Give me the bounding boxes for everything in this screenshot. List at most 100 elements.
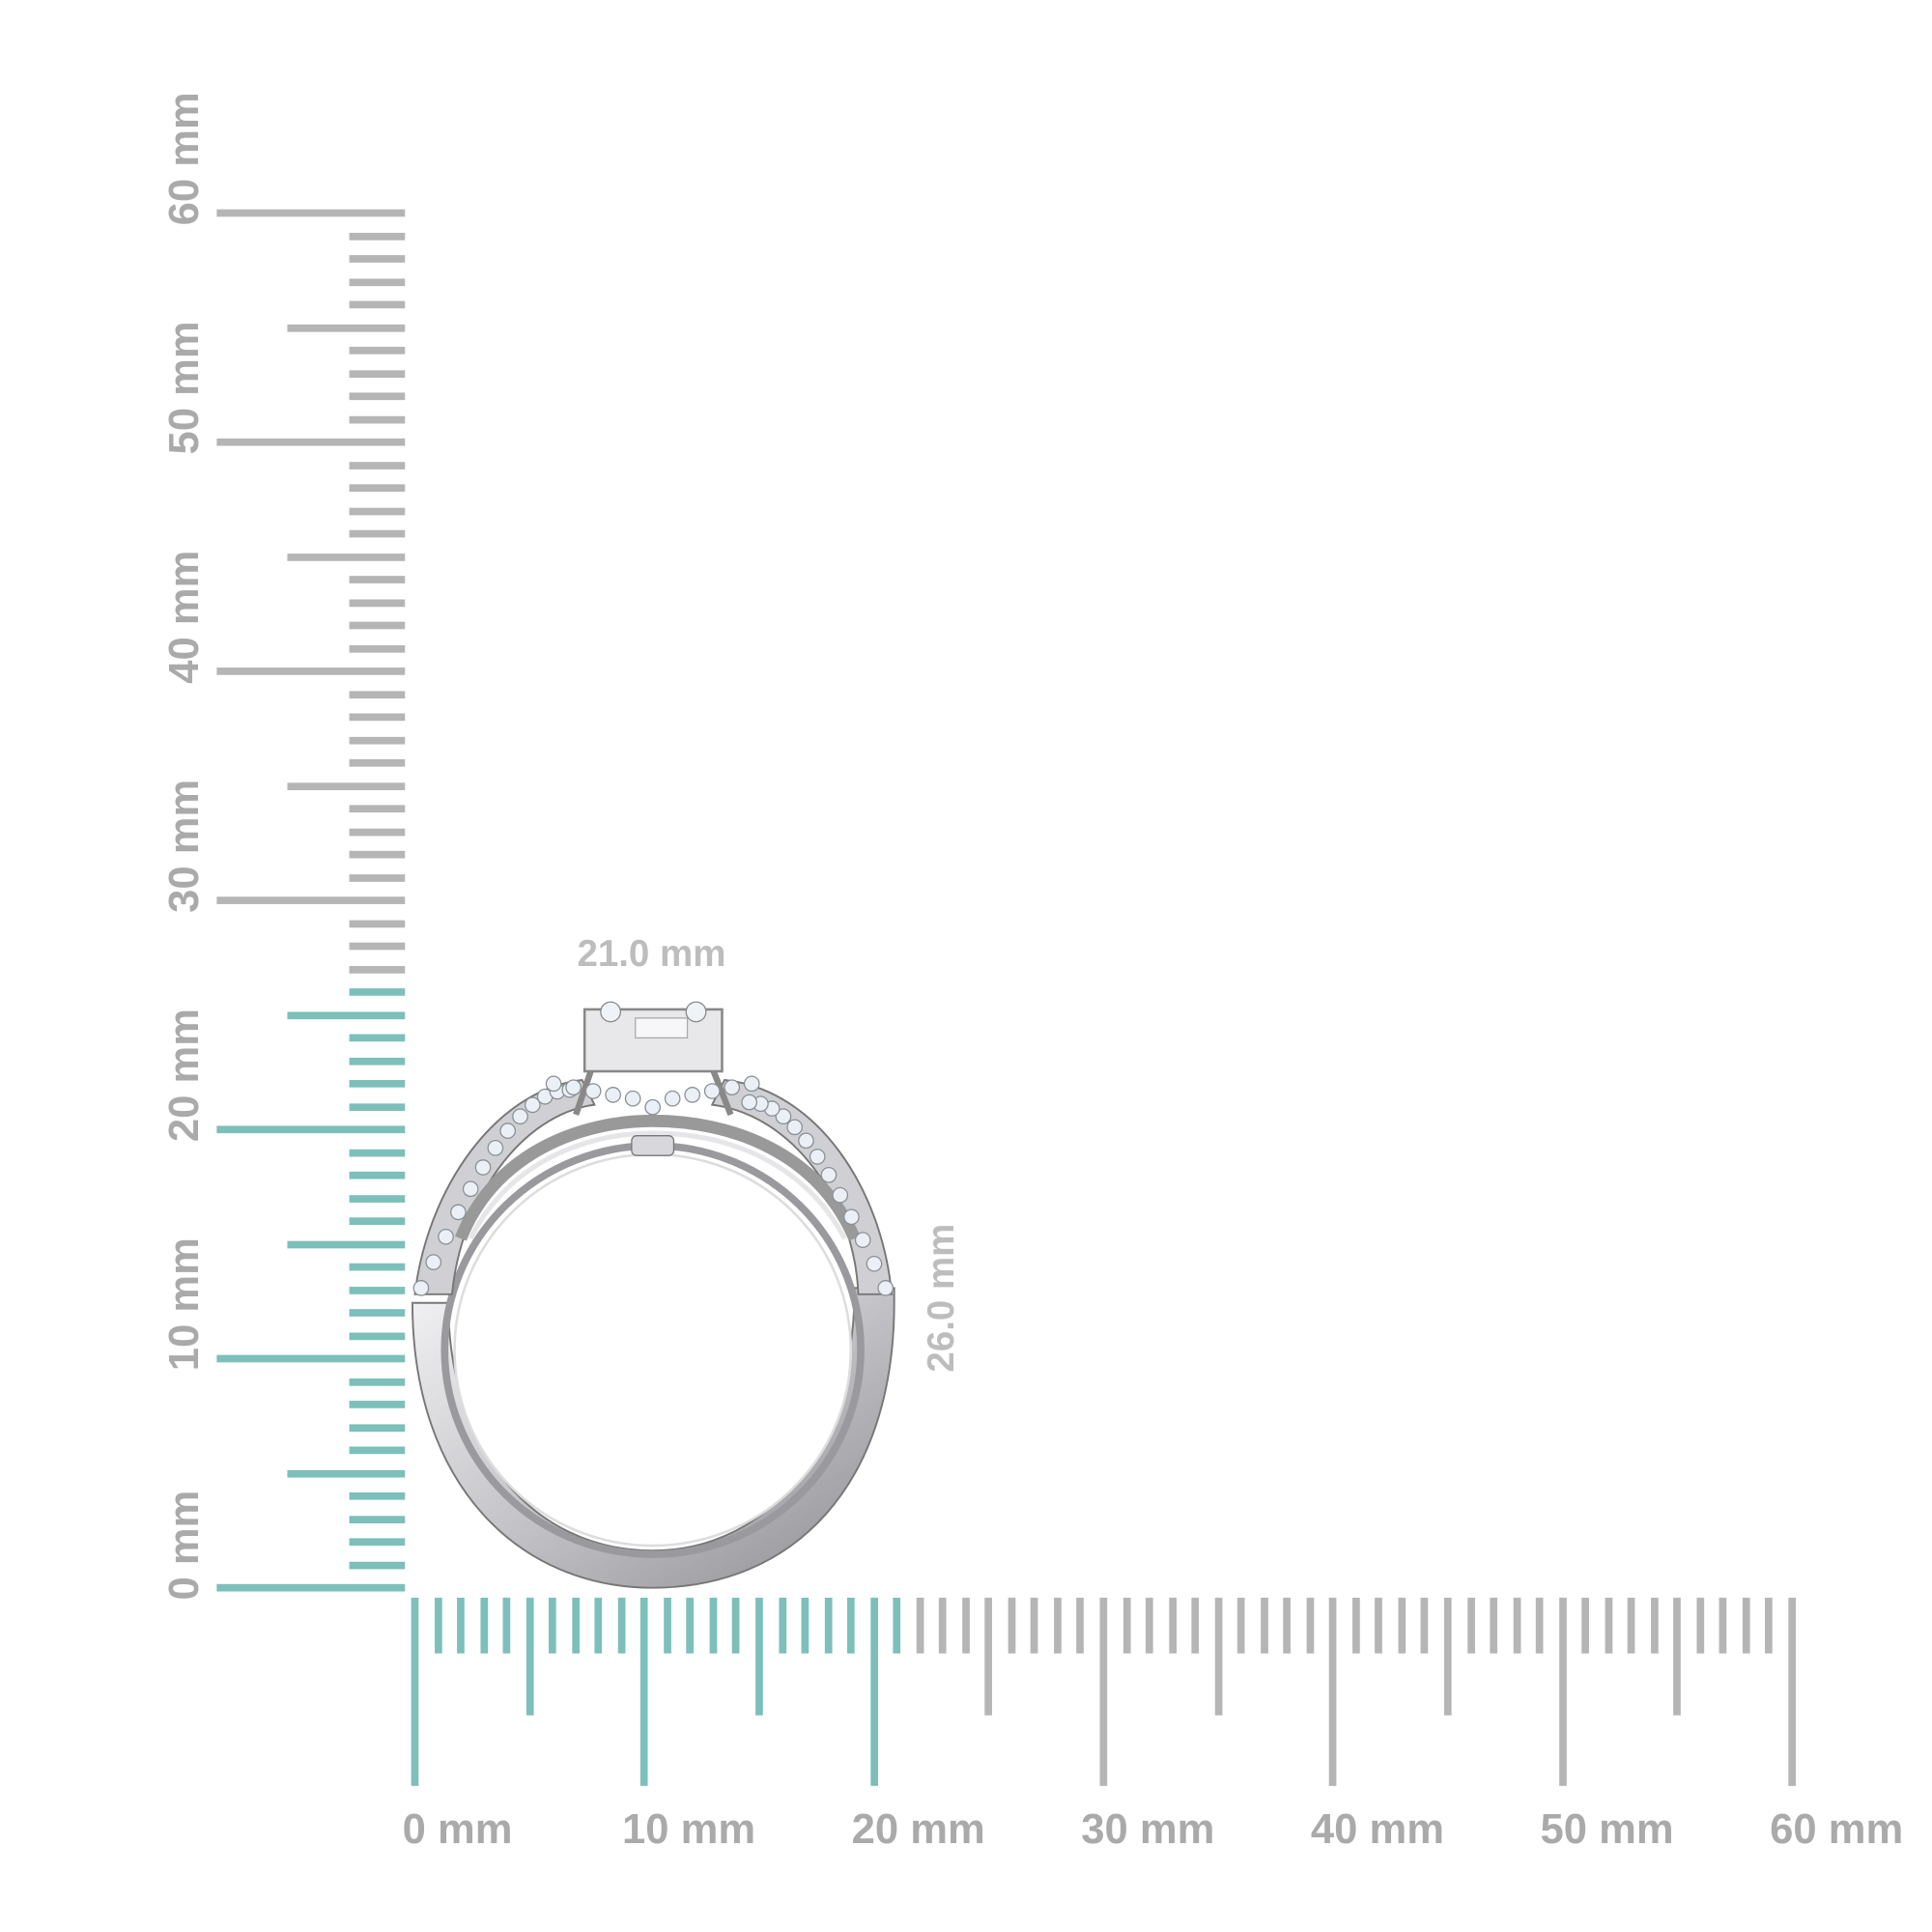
vertical-ruler-tick [349,1446,406,1455]
horizontal-ruler-tick [1673,1597,1682,1716]
horizontal-ruler-tick [1168,1597,1177,1654]
horizontal-ruler-tick [1765,1597,1774,1654]
horizontal-ruler-tick [1191,1597,1200,1654]
horizontal-ruler-tick [1581,1597,1590,1654]
horizontal-ruler-tick [755,1597,763,1716]
horizontal-ruler-tick [686,1597,695,1654]
diamond-stone [644,1098,662,1116]
vertical-ruler-tick [287,1010,406,1019]
ring-diamonds [412,1075,895,1296]
vertical-ruler-tick [349,300,406,309]
vertical-ruler-tick [349,1309,406,1317]
vertical-ruler-tick [349,1561,406,1569]
vertical-ruler-tick [349,1401,406,1408]
vertical-ruler-tick [216,1354,406,1363]
horizontal-ruler-tick [1351,1597,1360,1654]
horizontal-ruler-tick [1513,1597,1520,1654]
horizontal-ruler-tick [1099,1597,1108,1786]
vertical-ruler-tick [349,1538,406,1547]
horizontal-ruler-tick [664,1597,671,1654]
diamond-stone [832,1186,849,1204]
horizontal-ruler-tick [916,1597,924,1654]
horizontal-ruler-label: 60 mm [1770,1805,1904,1854]
vertical-ruler-tick [349,965,406,974]
diamond-stone [843,1208,860,1226]
vertical-ruler-tick [216,1125,406,1134]
vertical-ruler-tick [349,346,406,355]
vertical-ruler-tick [349,1034,406,1042]
vertical-ruler-tick [349,736,406,744]
horizontal-ruler-tick [617,1597,626,1654]
vertical-ruler-tick [349,1263,406,1271]
vertical-ruler-tick [349,988,406,996]
diamond-stone [524,1096,541,1114]
vertical-ruler-tick [287,1469,406,1477]
diamond-stone [877,1280,895,1296]
horizontal-ruler-tick [1650,1597,1659,1654]
diamond-stone [798,1132,814,1150]
vertical-ruler-tick [287,781,406,790]
height-dimension-label: 26.0 mm [921,1223,963,1373]
diamond-stone [684,1087,701,1103]
horizontal-ruler-label: 30 mm [1081,1805,1215,1854]
vertical-ruler-tick [349,529,406,538]
width-dimension-label: 21.0 mm [577,933,726,976]
vertical-ruler-tick [349,758,406,767]
horizontal-ruler-tick [526,1597,534,1716]
diamond-stone [438,1228,454,1245]
horizontal-ruler-tick [939,1597,947,1654]
vertical-ruler-tick [349,1194,406,1203]
vertical-ruler-tick [349,713,406,722]
diamond-stone [743,1075,760,1093]
horizontal-ruler-tick [1719,1597,1727,1654]
horizontal-ruler-tick [1490,1597,1498,1654]
vertical-ruler-tick [349,919,406,927]
vertical-ruler-tick [216,438,406,446]
diamond-stone [605,1087,621,1103]
vertical-ruler-tick [349,621,406,630]
vertical-ruler-tick [349,1331,406,1340]
diamond-stone [664,1090,681,1107]
diamond-stone [741,1094,758,1111]
horizontal-ruler-tick [801,1597,810,1654]
vertical-ruler-tick [216,209,406,217]
horizontal-ruler-tick [1260,1597,1268,1654]
vertical-ruler-tick [349,1057,406,1065]
vertical-ruler-tick [349,1217,406,1225]
diamond-stone [624,1090,641,1107]
vertical-ruler-tick [349,576,406,583]
horizontal-ruler-tick [479,1597,488,1654]
horizontal-ruler-tick [1375,1597,1383,1654]
horizontal-ruler-tick [1283,1597,1292,1654]
diamond-stone [462,1180,479,1198]
vertical-ruler-tick [349,598,406,607]
diamond-stone [450,1204,467,1221]
horizontal-ruler-tick [1076,1597,1085,1654]
diamond-stone [512,1108,528,1125]
horizontal-ruler-tick [709,1597,718,1654]
horizontal-ruler-tick [594,1597,603,1654]
vertical-ruler-tick [216,1583,406,1592]
horizontal-ruler-tick [1696,1597,1704,1654]
horizontal-ruler-tick [1788,1597,1797,1786]
horizontal-ruler-tick [1329,1597,1337,1786]
horizontal-ruler-tick [1008,1597,1016,1654]
horizontal-ruler-label: 50 mm [1540,1805,1674,1854]
vertical-ruler-tick [216,668,406,675]
horizontal-ruler-tick [640,1597,648,1786]
vertical-ruler-tick [216,896,406,904]
vertical-ruler-tick [349,1378,406,1386]
diamond-stone [786,1119,804,1136]
horizontal-ruler-tick [1398,1597,1406,1654]
vertical-ruler-tick [287,324,406,331]
diamond-stone [809,1149,826,1165]
horizontal-ruler-tick [1306,1597,1315,1654]
diamond-stone [499,1122,516,1139]
horizontal-ruler-tick [1237,1597,1245,1654]
horizontal-ruler-tick [1628,1597,1635,1654]
vertical-ruler-tick [349,690,406,698]
vertical-ruler-tick [349,232,406,241]
vertical-ruler-tick [349,461,406,469]
